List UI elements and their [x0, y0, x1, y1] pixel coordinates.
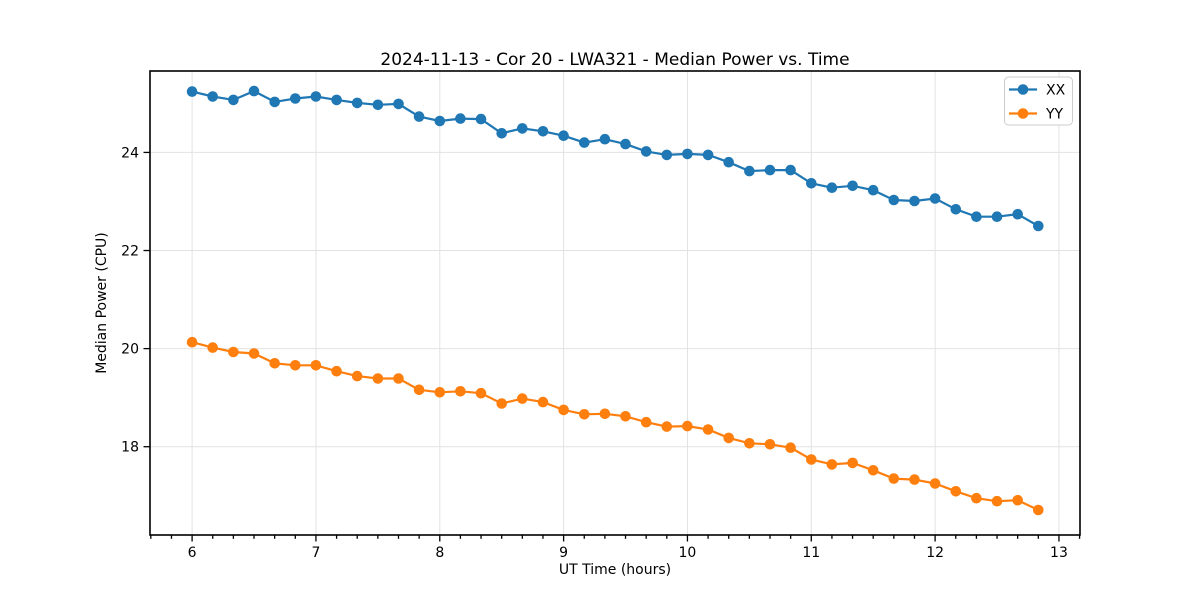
svg-text:20: 20	[121, 342, 139, 358]
y-axis-label: Median Power (CPU)	[94, 232, 110, 374]
legend: XX YY	[1004, 76, 1073, 126]
svg-text:13: 13	[1050, 545, 1068, 561]
legend-label-xx: XX	[1046, 83, 1066, 99]
plot-layer: 6 7 8 9 10 11 12 13 18 20 22 24	[121, 70, 1081, 561]
legend-marker-icon-yy	[1017, 108, 1029, 119]
svg-text:24: 24	[121, 145, 139, 161]
svg-text:12: 12	[926, 545, 944, 561]
svg-text:9: 9	[559, 545, 568, 561]
legend-marker-icon-xx	[1017, 84, 1029, 95]
svg-text:8: 8	[435, 545, 444, 561]
svg-text:22: 22	[121, 244, 139, 260]
x-axis-label: UT Time (hours)	[559, 562, 671, 578]
svg-text:11: 11	[802, 545, 820, 561]
chart-title: 2024-11-13 - Cor 20 - LWA321 - Median Po…	[380, 50, 849, 70]
legend-label-yy: YY	[1045, 107, 1064, 123]
svg-text:7: 7	[311, 545, 320, 561]
svg-text:10: 10	[679, 545, 697, 561]
svg-text:6: 6	[188, 545, 197, 561]
svg-text:18: 18	[121, 440, 139, 456]
